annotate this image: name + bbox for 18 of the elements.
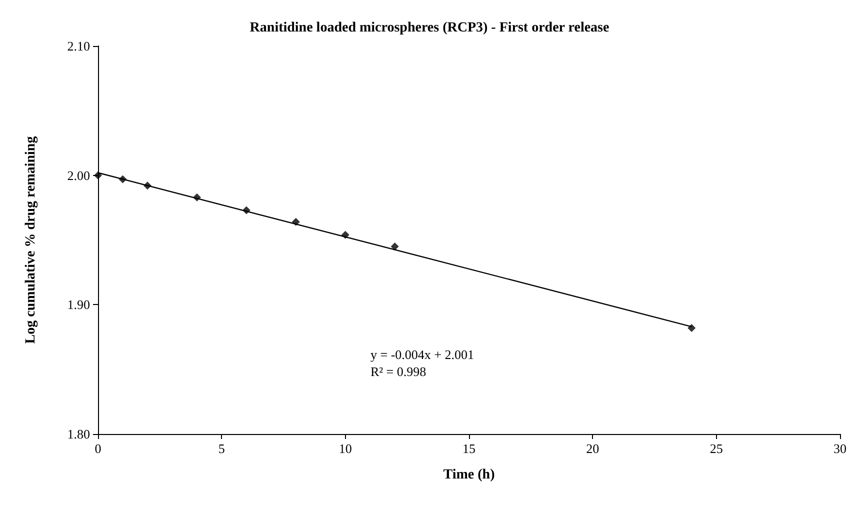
x-tick-label: 25 [710,441,723,456]
y-tick-label: 1.80 [67,426,90,442]
point [390,242,399,250]
annotation: R² = 0.998 [370,364,426,379]
x-tick-label: 0 [94,441,102,456]
x-tick-label: 30 [834,441,846,456]
chart-title: Ranitidine loaded microspheres (RCP3) - First order release [250,20,610,36]
y-axis-title: Log cumulative % drug remaining [24,136,38,344]
x-tick-label: 10 [338,441,352,456]
x-axis-title: Time (h) [443,468,496,482]
y-tick-label: 1.90 [67,297,90,312]
x-tick-label: 5 [218,441,225,456]
y-tick-label: 2.10 [67,38,90,54]
y-tick-label: 2.00 [67,168,90,183]
x-tick-label: 20 [586,441,600,456]
x-tick-label: 15 [462,441,476,456]
annotation: y = -0.004x + 2.001 [370,347,474,362]
point [688,324,696,332]
